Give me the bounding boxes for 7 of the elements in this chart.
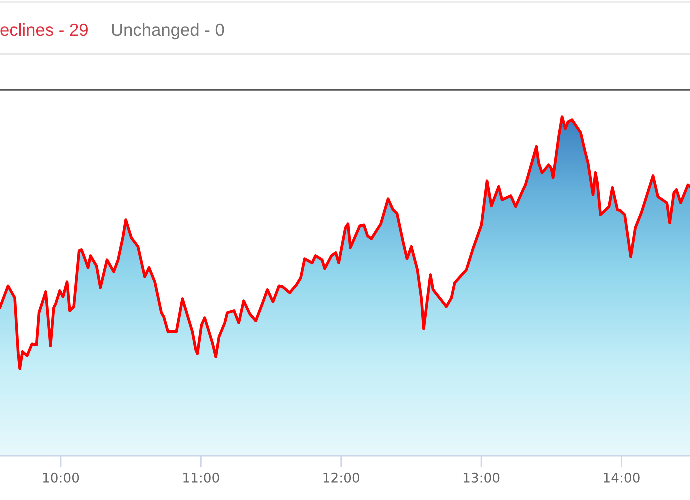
x-tick-label: 14:00 <box>604 472 640 483</box>
text: eclines - 29 <box>0 23 88 36</box>
text: Unchanged - 0 <box>112 23 224 40</box>
x-tick-label: 11:00 <box>184 472 220 483</box>
x-tick-label: 12:00 <box>324 472 360 483</box>
x-tick-label: 10:00 <box>43 472 80 483</box>
x-tick-label: 13:00 <box>464 472 500 483</box>
